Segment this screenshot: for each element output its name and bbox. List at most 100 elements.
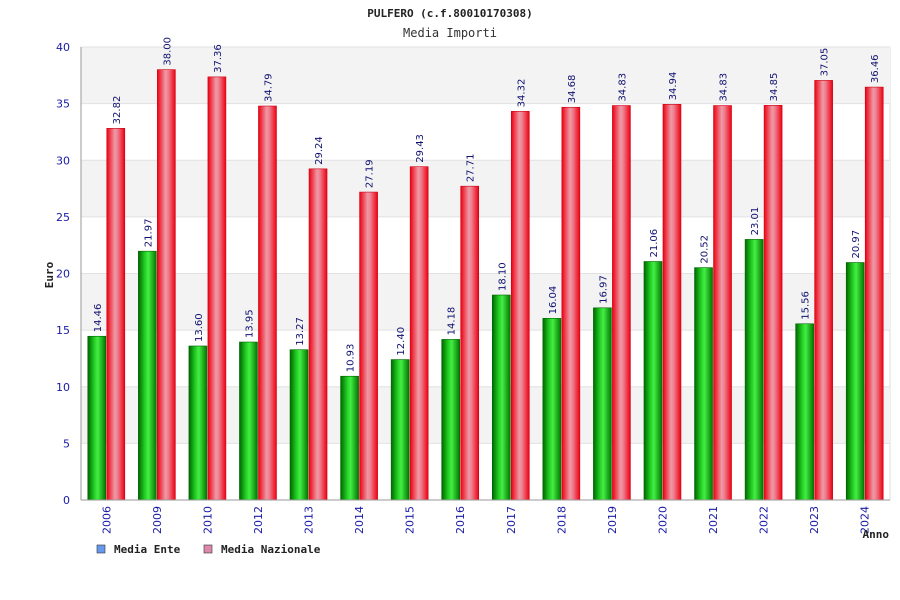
bar-media-ente	[744, 239, 764, 501]
legend-swatch-media-nazionale	[203, 544, 213, 554]
value-label: 13.60	[194, 313, 205, 342]
y-axis-ticks: 0 5 10 15 20 25 30 35 40	[56, 41, 70, 507]
value-label: 13.95	[244, 309, 255, 338]
x-tick-label: 2016	[454, 506, 467, 534]
bar-media-nazionale	[409, 166, 429, 501]
value-label: 12.40	[396, 327, 407, 356]
value-label: 15.56	[801, 291, 812, 320]
x-tick-label: 2019	[606, 506, 619, 534]
bar-media-ente	[87, 335, 107, 501]
bar-media-ente	[289, 349, 309, 501]
value-label: 34.83	[617, 73, 628, 102]
chart-subtitle: Media Importi	[403, 26, 497, 40]
y-tick-label: 30	[56, 154, 70, 167]
value-label: 21.97	[143, 219, 154, 248]
bar-media-ente	[340, 375, 359, 501]
bar-media-ente	[643, 261, 663, 501]
value-label: 14.18	[447, 307, 458, 336]
value-label: 21.06	[649, 229, 660, 258]
x-tick-label: 2024	[859, 506, 872, 534]
bars	[87, 69, 884, 501]
x-tick-label: 2009	[151, 506, 164, 534]
x-tick-label: 2018	[555, 506, 568, 534]
bar-media-ente	[138, 250, 157, 501]
x-tick-label: 2012	[252, 506, 265, 534]
chart-title: PULFERO (c.f.80010170308)	[367, 7, 533, 20]
x-tick-label: 2023	[808, 506, 821, 534]
bar-media-ente	[390, 359, 410, 501]
legend-label-media-nazionale: Media Nazionale	[221, 543, 321, 556]
bar-media-ente	[795, 323, 814, 501]
value-label: 16.97	[598, 275, 609, 304]
y-tick-label: 0	[63, 494, 70, 507]
x-tick-label: 2021	[707, 506, 720, 534]
value-label: 37.36	[213, 44, 224, 73]
y-tick-label: 40	[56, 41, 70, 54]
value-label: 27.71	[466, 154, 477, 183]
bar-media-nazionale	[460, 185, 480, 501]
value-label: 34.68	[567, 75, 578, 104]
x-tick-label: 2013	[303, 506, 316, 534]
value-label: 23.01	[750, 207, 761, 236]
value-label: 10.93	[346, 344, 357, 373]
y-tick-label: 15	[56, 324, 70, 337]
y-axis-label: Euro	[43, 261, 56, 288]
value-label: 20.52	[700, 235, 711, 264]
x-axis-ticks: 2006 2009 2010 2012 2013 2014 2015 2016 2017 2018…	[100, 506, 871, 534]
value-label: 34.32	[516, 79, 527, 108]
bar-media-ente	[188, 345, 208, 501]
y-tick-label: 20	[56, 268, 70, 281]
bar-media-ente	[694, 267, 713, 501]
value-label: 38.00	[162, 37, 173, 66]
bar-media-ente	[491, 294, 511, 501]
bar-media-nazionale	[308, 168, 328, 501]
x-tick-label: 2020	[656, 506, 669, 534]
bar-media-ente	[593, 307, 612, 501]
bar-media-nazionale	[157, 69, 176, 501]
bar-media-nazionale	[207, 76, 227, 501]
value-label: 34.83	[719, 73, 730, 102]
bar-media-nazionale	[713, 105, 732, 501]
legend-swatch-media-ente	[96, 544, 106, 554]
bar-media-ente	[542, 318, 562, 501]
y-tick-label: 35	[56, 98, 70, 111]
bar-media-nazionale	[258, 105, 277, 501]
bar-media-ente	[845, 262, 865, 501]
bar-media-nazionale	[510, 111, 530, 501]
y-tick-label: 10	[56, 381, 70, 394]
value-label: 13.27	[295, 317, 306, 346]
value-labels: 14.46 32.82 21.97 38.00 13.60 37.36 13.95 34.79…	[93, 37, 881, 372]
value-label: 18.10	[497, 262, 508, 291]
bar-media-nazionale	[662, 104, 682, 501]
value-label: 14.46	[93, 304, 104, 333]
value-label: 16.04	[548, 286, 559, 315]
x-tick-label: 2015	[404, 506, 417, 534]
bar-media-nazionale	[763, 105, 783, 501]
bar-media-nazionale	[106, 128, 126, 501]
x-axis-label: Anno	[863, 528, 890, 541]
value-label: 34.94	[668, 72, 679, 101]
bar-media-nazionale	[359, 191, 378, 501]
legend: Media Ente Media Nazionale	[96, 543, 321, 556]
y-tick-label: 5	[63, 437, 70, 450]
x-tick-label: 2006	[100, 506, 113, 534]
value-label: 36.46	[870, 54, 881, 83]
bar-media-nazionale	[864, 86, 884, 501]
x-tick-label: 2017	[505, 506, 518, 534]
bar-media-nazionale	[612, 105, 631, 501]
bar-media-ente	[441, 339, 461, 501]
value-label: 37.05	[820, 48, 831, 77]
value-label: 34.79	[263, 73, 274, 102]
y-tick-label: 25	[56, 211, 70, 224]
value-label: 29.43	[415, 134, 426, 163]
bar-media-nazionale	[814, 80, 833, 501]
x-tick-label: 2010	[201, 506, 214, 534]
value-label: 20.97	[851, 230, 862, 259]
value-label: 29.24	[314, 136, 325, 165]
x-tick-label: 2014	[353, 506, 366, 534]
value-label: 27.19	[365, 159, 376, 188]
value-label: 32.82	[112, 96, 123, 125]
legend-label-media-ente: Media Ente	[114, 543, 181, 556]
bar-media-ente	[239, 341, 258, 501]
